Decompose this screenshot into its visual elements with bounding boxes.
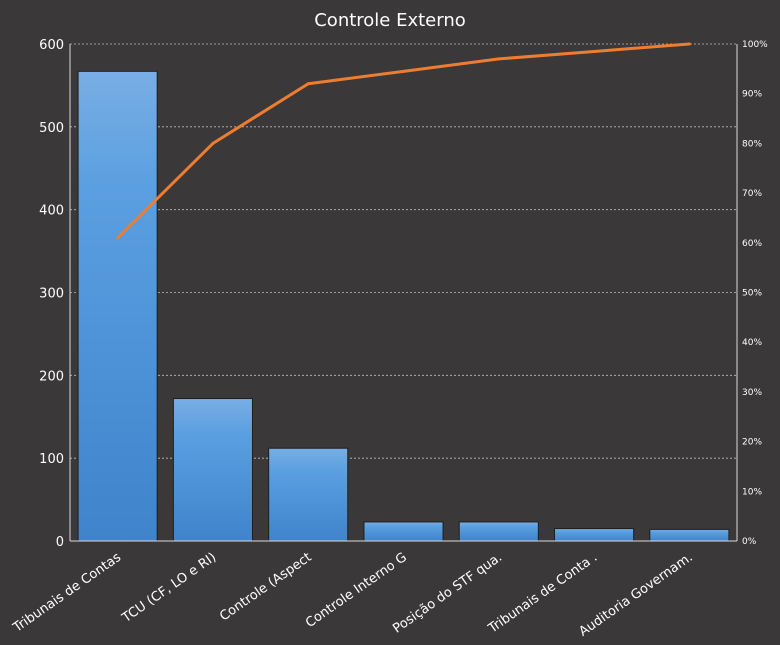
y-tick-label: 200 xyxy=(39,369,64,384)
y2-tick-label: 80% xyxy=(742,139,762,149)
y-tick-label: 0 xyxy=(56,535,64,550)
line-point xyxy=(592,49,596,53)
line-point xyxy=(497,57,501,61)
bar xyxy=(458,521,539,542)
y2-tick-label: 10% xyxy=(742,487,762,497)
y-tick-label: 100 xyxy=(39,452,64,467)
y2-tick-label: 60% xyxy=(742,239,762,249)
axes xyxy=(69,44,738,542)
y-tick-label: 600 xyxy=(39,38,64,53)
y2-tick-label: 0% xyxy=(742,537,757,547)
bar xyxy=(77,70,158,542)
bar xyxy=(554,528,635,542)
gridlines xyxy=(70,43,737,459)
bar xyxy=(172,398,253,542)
y2-tick-label: 70% xyxy=(742,189,762,199)
y2-tick-label: 100% xyxy=(742,40,768,50)
line-point xyxy=(306,82,310,86)
bar xyxy=(268,447,349,542)
line-point xyxy=(402,69,405,73)
bar xyxy=(649,528,730,542)
cumulative-line xyxy=(116,42,690,239)
bar xyxy=(363,521,444,542)
line-point xyxy=(687,42,691,46)
x-tick-label: TCU (CF, LO e RI) xyxy=(119,550,219,627)
secondary-y-tick-labels: 0% 10% 20% 30% 40% 50% 60% 70% 80% 90% 100% xyxy=(742,40,768,547)
y2-tick-label: 30% xyxy=(742,388,762,398)
y2-tick-label: 40% xyxy=(742,338,762,348)
cumulative-line-series xyxy=(116,42,691,240)
chart-title: Controle Externo xyxy=(314,10,466,31)
x-tick-label: Tribunais de Contas xyxy=(10,550,124,636)
y-tick-label: 300 xyxy=(39,287,64,302)
bar-series xyxy=(77,70,730,542)
y2-tick-label: 90% xyxy=(742,90,762,100)
line-point xyxy=(211,141,215,145)
x-tick-label: Controle (Aspect xyxy=(217,550,314,624)
y-tick-label: 500 xyxy=(39,121,64,136)
line-point xyxy=(116,236,120,240)
y2-tick-label: 20% xyxy=(742,438,762,448)
x-tick-label: Controle Interno G xyxy=(303,550,410,631)
primary-y-tick-labels: 0 100 200 300 400 500 600 xyxy=(39,38,64,550)
y2-tick-label: 50% xyxy=(742,289,762,299)
y-tick-label: 400 xyxy=(39,204,64,219)
